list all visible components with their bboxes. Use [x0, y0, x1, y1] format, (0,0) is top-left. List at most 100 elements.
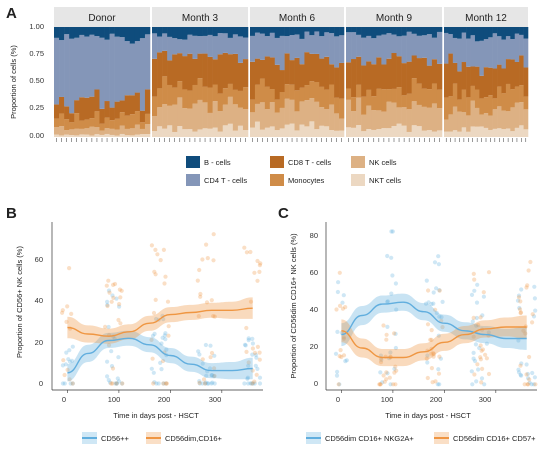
bar-segment-nk-cells — [401, 107, 407, 126]
bar-segment-nk-cells — [69, 129, 75, 136]
scatter-point — [150, 356, 155, 361]
bar-segment-cd4-t-cells — [391, 34, 397, 54]
bar-segment-cd8-t-cells — [269, 57, 276, 90]
bar-segment-monocytes — [79, 120, 85, 129]
bar-segment-nkt-cells — [448, 131, 454, 137]
scatter-point — [254, 372, 259, 377]
bar-segment-monocytes — [314, 82, 320, 102]
bar-segment-b-cells — [376, 27, 382, 36]
bar-segment-monocytes — [319, 86, 325, 108]
bar-segment-monocytes — [334, 97, 340, 114]
bar-segment-cd8-t-cells — [242, 59, 249, 88]
scatter-point — [393, 331, 398, 336]
bar-segment-b-cells — [523, 27, 529, 39]
bar-segment-nk-cells — [202, 102, 208, 129]
panel-b-y-axis-title: Proportion of CD56+ NK cells (%) — [15, 246, 24, 358]
bar-segment-b-cells — [119, 27, 126, 38]
panel-a-bars — [54, 27, 529, 137]
scatter-point — [158, 360, 163, 365]
bar-segment-b-cells — [222, 27, 229, 34]
bar-segment-nk-cells — [376, 110, 382, 130]
scatter-point — [152, 331, 157, 336]
bar-segment-b-cells — [401, 27, 407, 36]
bar-segment-nk-cells — [94, 127, 100, 135]
scatter-point — [246, 360, 251, 365]
bar-segment-nkt-cells — [324, 126, 330, 137]
scatter-point — [204, 373, 209, 378]
scatter-point — [106, 324, 111, 330]
bar-segment-cd4-t-cells — [329, 33, 335, 65]
scatter-point — [431, 301, 436, 306]
scatter-point — [200, 381, 205, 386]
bar-segment-nkt-cells — [79, 134, 85, 137]
legend-label-cd4-t-cells: CD4 T - cells — [204, 176, 247, 185]
scatter-point — [257, 357, 262, 362]
bar-segment-cd4-t-cells — [254, 32, 261, 59]
scatter-point — [200, 357, 205, 362]
bar-segment-b-cells — [129, 27, 136, 44]
bar-segment-monocytes — [361, 96, 367, 115]
bar-segment-cd8-t-cells — [505, 59, 511, 84]
bar-segment-nk-cells — [421, 106, 428, 131]
bar-segment-nkt-cells — [119, 133, 126, 137]
bar-segment-cd4-t-cells — [109, 33, 115, 108]
bar-segment-b-cells — [351, 27, 357, 33]
scatter-point — [429, 301, 434, 307]
trend-line-blue — [67, 337, 253, 374]
bar-segment-cd4-t-cells — [448, 34, 454, 54]
bar-segment-cd4-t-cells — [510, 39, 516, 60]
bar-segment-nk-cells — [416, 104, 423, 127]
scatter-point — [532, 296, 538, 301]
scatter-point — [437, 288, 442, 293]
y-tick-label: 0.00 — [29, 131, 44, 140]
bar-segment-nkt-cells — [346, 127, 352, 137]
bar-segment-nk-cells — [470, 100, 476, 127]
bar-segment-monocytes — [202, 86, 208, 103]
scatter-point — [521, 328, 526, 333]
scatter-point — [163, 331, 168, 336]
scatter-point — [149, 366, 154, 371]
bar-segment-nkt-cells — [222, 125, 229, 137]
panel-c-x-axis-title: Time in days post - HSCT — [385, 411, 471, 420]
bar-segment-nk-cells — [461, 112, 467, 128]
bar-segment-nkt-cells — [309, 121, 315, 137]
scatter-point — [385, 299, 390, 305]
scatter-point — [384, 370, 389, 375]
bar-segment-nk-cells — [319, 107, 325, 126]
bar-segment-cd4-t-cells — [304, 31, 310, 53]
bar-segment-monocytes — [212, 84, 218, 102]
scatter-point — [105, 303, 110, 309]
facet-label-month-9: Month 9 — [376, 13, 413, 24]
bar-segment-cd4-t-cells — [319, 36, 325, 59]
scatter-point — [158, 258, 163, 263]
scatter-point — [105, 299, 110, 304]
bar-segment-b-cells — [294, 27, 300, 35]
bar-segment-nkt-cells — [510, 131, 516, 137]
scatter-point — [111, 295, 116, 300]
bar-segment-cd8-t-cells — [411, 55, 418, 79]
scatter-point — [382, 379, 387, 384]
scatter-point — [429, 351, 434, 356]
bar-segment-cd4-t-cells — [492, 33, 498, 69]
scatter-point — [524, 362, 529, 367]
bar-segment-monocytes — [269, 89, 276, 103]
bar-segment-nkt-cells — [319, 125, 325, 137]
trend-line-orange — [67, 307, 253, 337]
bar-segment-nk-cells — [227, 96, 234, 124]
scatter-point — [525, 283, 530, 288]
scatter-point — [434, 310, 439, 316]
bar-segment-monocytes — [488, 95, 493, 116]
bar-segment-cd4-t-cells — [212, 36, 218, 60]
panel-c-legend: CD56dim CD16+ NKG2A+ CD56dim CD16+ CD57+ — [306, 432, 536, 444]
legend-label-monocytes: Monocytes — [288, 176, 325, 185]
bar-segment-cd4-t-cells — [54, 37, 60, 105]
scatter-point — [429, 366, 434, 371]
bar-segment-cd8-t-cells — [436, 63, 443, 90]
bar-segment-cd4-t-cells — [519, 34, 524, 56]
scatter-point — [392, 331, 397, 336]
bar-segment-nkt-cells — [289, 123, 295, 137]
bar-segment-nk-cells — [505, 111, 511, 129]
bar-segment-cd8-t-cells — [284, 53, 290, 85]
scatter-point — [478, 355, 483, 360]
